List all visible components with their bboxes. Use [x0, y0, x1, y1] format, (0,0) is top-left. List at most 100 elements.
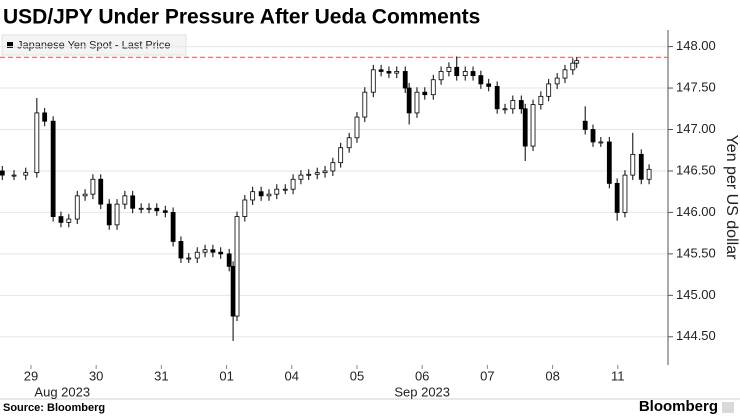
x-tick-label: 06: [415, 368, 429, 383]
y-tick-label: 147.50: [676, 79, 716, 94]
candle-body: [282, 188, 288, 191]
candle-body: [346, 137, 352, 149]
x-group-label: Sep 2023: [394, 384, 450, 399]
candle-body: [638, 153, 644, 180]
candle-body: [598, 141, 604, 144]
candle-body: [582, 120, 588, 130]
candle-body: [590, 129, 596, 143]
candle-body: [114, 203, 120, 226]
candle-body: [122, 195, 128, 205]
candle-body: [11, 174, 17, 177]
candle-body: [546, 83, 552, 97]
candle-body: [314, 172, 320, 175]
candle-body: [454, 66, 460, 77]
candle-body: [82, 193, 88, 197]
candle-body: [446, 66, 452, 72]
candle-body: [154, 207, 160, 212]
candle-body: [362, 91, 368, 118]
candle-body: [486, 83, 492, 87]
candle-body: [258, 191, 264, 197]
candle-body: [522, 108, 528, 147]
candle-body: [42, 112, 48, 122]
candle-body: [306, 173, 312, 176]
candle-body: [290, 178, 296, 190]
candle-body: [530, 104, 536, 147]
candle-body: [90, 178, 96, 195]
candle-body: [502, 108, 508, 111]
candle-body: [66, 218, 72, 223]
y-tick-label: 146.50: [676, 162, 716, 177]
y-tick-label: 145.00: [676, 287, 716, 302]
candle-body: [23, 172, 29, 176]
y-axis-label: Yen per US dollar: [723, 135, 740, 260]
candle-body: [250, 191, 256, 201]
legend-label: Japanese Yen Spot - Last Price: [17, 39, 171, 51]
candle-body: [494, 85, 500, 110]
legend-box: [1, 34, 187, 56]
candle-body: [58, 216, 64, 223]
candle-body: [74, 195, 80, 220]
legend-swatch: [7, 42, 13, 48]
candle-body: [338, 147, 344, 164]
brand: Bloomberg: [639, 398, 718, 415]
candle-body: [230, 265, 236, 317]
candle-body: [242, 199, 248, 217]
candle-body: [218, 251, 224, 255]
candle-body: [606, 141, 612, 184]
x-tick-label: 04: [285, 368, 299, 383]
candle-body: [646, 168, 652, 180]
candle-body: [562, 69, 568, 79]
x-tick-label: 11: [611, 368, 625, 383]
candle-body: [226, 253, 232, 267]
candle-body: [130, 195, 136, 209]
candle-body: [402, 71, 408, 89]
candle-body: [414, 91, 420, 114]
candle-body: [354, 116, 360, 139]
candle-body: [202, 249, 208, 253]
candle-body: [438, 71, 444, 81]
source: Source: Bloomberg: [3, 402, 105, 414]
candle-body: [370, 69, 376, 93]
y-tick-label: 148.00: [676, 38, 716, 53]
x-tick-label: 01: [219, 368, 233, 383]
x-group-label: Aug 2023: [34, 384, 90, 399]
candle-body: [614, 183, 620, 213]
candle-body: [422, 91, 428, 96]
chart-title: USD/JPY Under Pressure After Ueda Commen…: [3, 6, 480, 29]
candle-body: [630, 153, 636, 176]
legend: Japanese Yen Spot - Last Price: [1, 34, 187, 56]
y-tick-label: 147.00: [676, 121, 716, 136]
x-tick-label: 29: [24, 368, 38, 383]
candle-body: [622, 174, 628, 213]
candle-body: [430, 79, 436, 96]
x-tick-label: 05: [350, 368, 364, 383]
x-tick-label: 08: [545, 368, 559, 383]
y-tick-label: 146.00: [676, 204, 716, 219]
candle-body: [330, 162, 336, 172]
brand-icon: [722, 402, 734, 413]
candles: [0, 56, 652, 341]
candle-body: [162, 210, 168, 213]
candle-body: [406, 87, 412, 114]
candle-body: [510, 100, 516, 110]
candle-body: [554, 77, 560, 85]
x-tick-label: 07: [480, 368, 494, 383]
candle-body: [574, 60, 580, 64]
candle-body: [98, 178, 104, 205]
candle-body: [386, 71, 392, 74]
candle-body: [478, 75, 484, 85]
candle-body: [462, 71, 468, 77]
candle-body: [50, 120, 56, 217]
y-tick-label: 144.50: [676, 328, 716, 343]
candle-body: [106, 203, 112, 226]
candle-body: [186, 257, 192, 260]
candle-body: [298, 174, 304, 180]
x-tick-label: 30: [89, 368, 103, 383]
candle-body: [394, 71, 400, 74]
candle-body: [178, 241, 184, 259]
candle-body: [210, 249, 216, 253]
candle-body: [274, 188, 280, 195]
candle-body: [518, 100, 524, 110]
